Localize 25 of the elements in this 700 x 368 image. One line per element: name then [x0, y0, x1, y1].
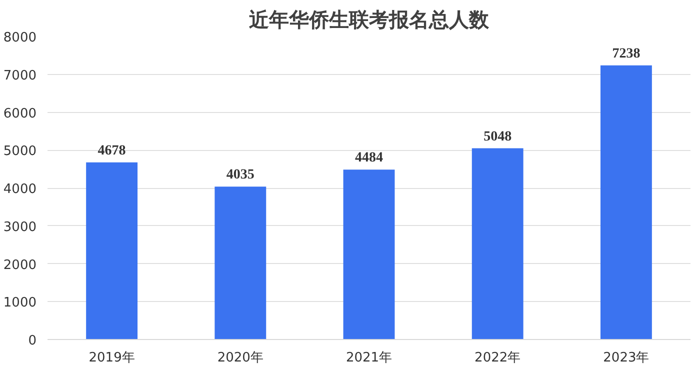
y-tick-label: 7000: [3, 68, 37, 84]
bar: [343, 170, 395, 340]
data-label: 4035: [226, 168, 254, 183]
bar: [600, 65, 652, 340]
x-tick-label: 2019年: [88, 350, 135, 366]
y-tick-label: 6000: [3, 106, 37, 122]
chart-title: 近年华侨生联考报名总人数: [248, 8, 490, 32]
x-tick-label: 2023年: [603, 350, 650, 366]
y-tick-label: 1000: [3, 296, 37, 311]
x-tick-label: 2020年: [217, 350, 264, 366]
data-label: 5048: [484, 129, 512, 144]
y-tick-label: 0: [28, 334, 37, 348]
y-tick-label: 5000: [3, 144, 37, 160]
x-tick-label: 2021年: [346, 350, 392, 366]
bar: [86, 162, 138, 340]
x-tick-label: 2022年: [474, 350, 521, 366]
y-tick-label: 2000: [3, 258, 37, 273]
y-tick-label: 3000: [3, 220, 37, 235]
bar: [214, 186, 266, 340]
data-label: 4678: [98, 143, 126, 158]
y-tick-label: 4000: [3, 182, 37, 197]
data-label: 4484: [355, 150, 383, 166]
bar: [472, 148, 524, 340]
data-label: 7238: [612, 46, 640, 62]
y-tick-label: 8000: [3, 30, 37, 46]
